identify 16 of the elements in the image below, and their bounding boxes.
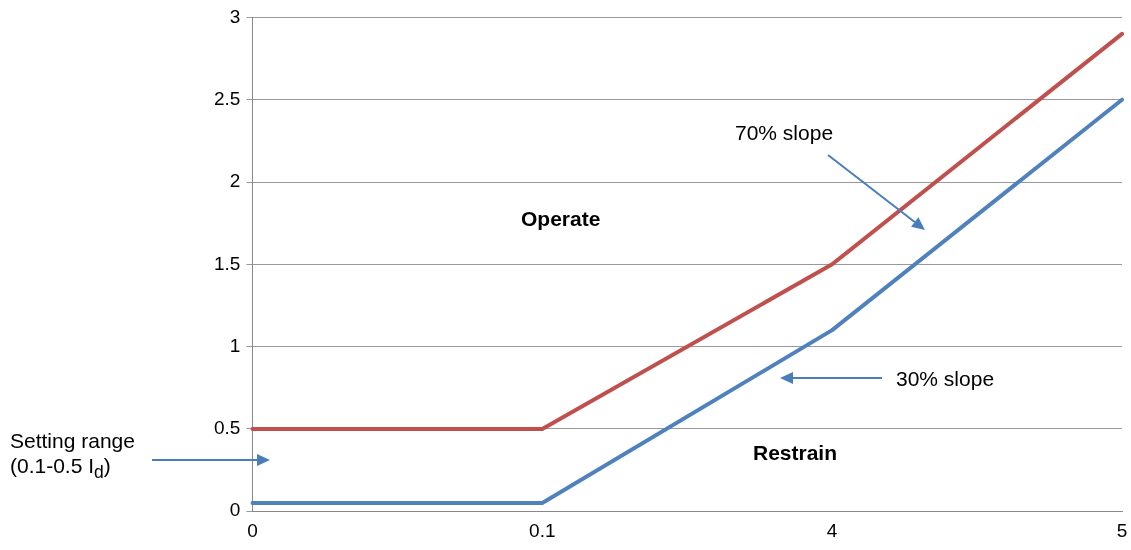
x-tick-label: 0.1 [529, 519, 556, 541]
y-tick-label: 0 [229, 499, 241, 521]
y-tick-label: 1.5 [213, 252, 241, 274]
text: Setting range (0.1-0.5 I$_{d}$) [10, 428, 136, 484]
annotation: Operate [521, 206, 601, 232]
y-tick-label: 1 [229, 334, 241, 356]
y-tick-label: 2.5 [213, 87, 241, 109]
annotation: 70% slope [735, 120, 834, 146]
y-tick-label: 0.5 [213, 417, 241, 439]
x-tick-label: 4 [826, 519, 838, 541]
annotation: Restrain [753, 440, 838, 466]
x-tick-label: 0 [247, 519, 258, 541]
annotation: 30% slope [896, 366, 995, 392]
x-tick-label: 5 [1116, 519, 1128, 541]
y-tick-label: 2 [229, 170, 241, 192]
y-tick-label: 3 [229, 5, 241, 27]
